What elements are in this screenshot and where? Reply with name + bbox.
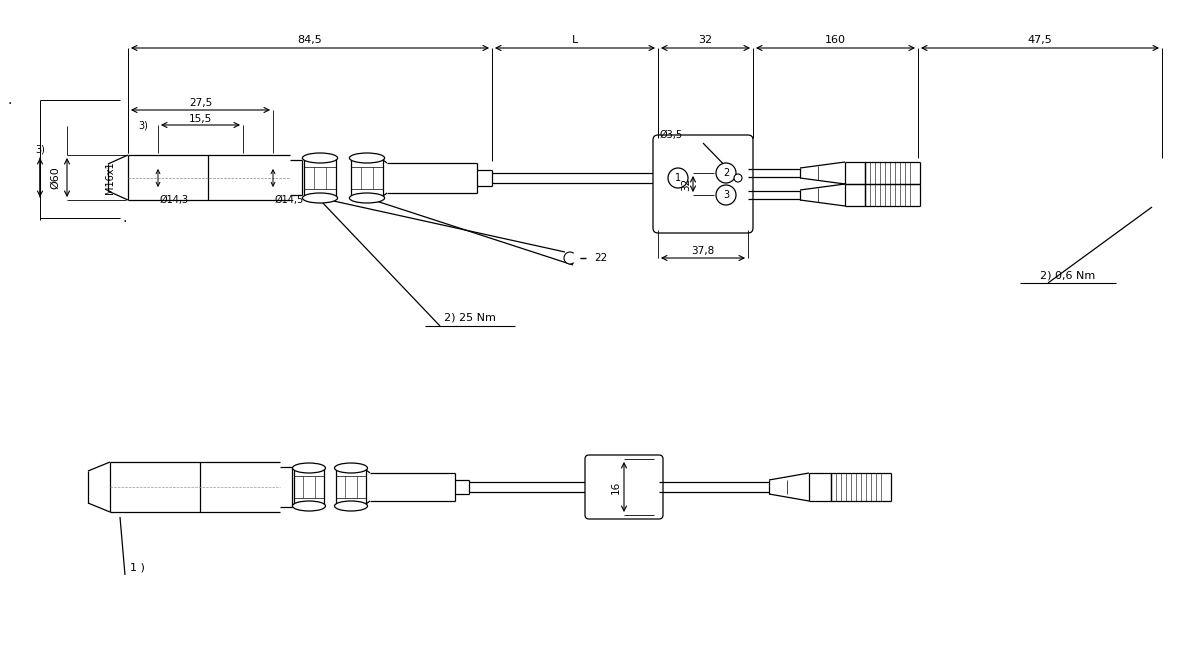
Text: 3: 3	[722, 190, 730, 200]
Text: .: .	[122, 211, 127, 225]
FancyBboxPatch shape	[586, 455, 662, 519]
Text: 1 ): 1 )	[130, 562, 145, 572]
Ellipse shape	[574, 254, 580, 262]
Text: .: .	[8, 93, 12, 107]
Text: M16x1: M16x1	[106, 162, 115, 194]
Text: 2) 25 Nm: 2) 25 Nm	[444, 313, 496, 323]
Text: 15,5: 15,5	[188, 114, 212, 124]
Text: 84,5: 84,5	[298, 35, 323, 45]
Ellipse shape	[335, 463, 367, 473]
Ellipse shape	[349, 193, 385, 203]
Text: 22: 22	[594, 253, 607, 263]
Ellipse shape	[302, 153, 337, 163]
Circle shape	[716, 163, 736, 183]
Ellipse shape	[335, 501, 367, 511]
Ellipse shape	[302, 193, 337, 203]
Text: 2: 2	[722, 168, 730, 178]
Circle shape	[668, 168, 688, 188]
Text: 3): 3)	[138, 120, 148, 130]
FancyBboxPatch shape	[653, 135, 754, 233]
Text: 32: 32	[682, 177, 691, 191]
Text: L: L	[572, 35, 578, 45]
Text: 160: 160	[826, 35, 846, 45]
Text: Ø14,5: Ø14,5	[275, 195, 305, 205]
Ellipse shape	[349, 153, 385, 163]
Circle shape	[564, 252, 576, 264]
Text: 1: 1	[674, 173, 682, 183]
Text: 16: 16	[611, 480, 622, 494]
Text: 27,5: 27,5	[188, 98, 212, 108]
Text: 3): 3)	[35, 145, 46, 155]
Text: Ø14,3: Ø14,3	[160, 195, 190, 205]
Text: 47,5: 47,5	[1027, 35, 1052, 45]
Text: 32: 32	[698, 35, 713, 45]
Text: 37,8: 37,8	[691, 246, 715, 256]
Text: 2) 0,6 Nm: 2) 0,6 Nm	[1040, 270, 1096, 280]
Ellipse shape	[293, 463, 325, 473]
Ellipse shape	[293, 501, 325, 511]
Text: Ø60: Ø60	[50, 166, 60, 189]
Circle shape	[734, 174, 742, 182]
Text: Ø3,5: Ø3,5	[660, 130, 683, 140]
Circle shape	[716, 185, 736, 205]
